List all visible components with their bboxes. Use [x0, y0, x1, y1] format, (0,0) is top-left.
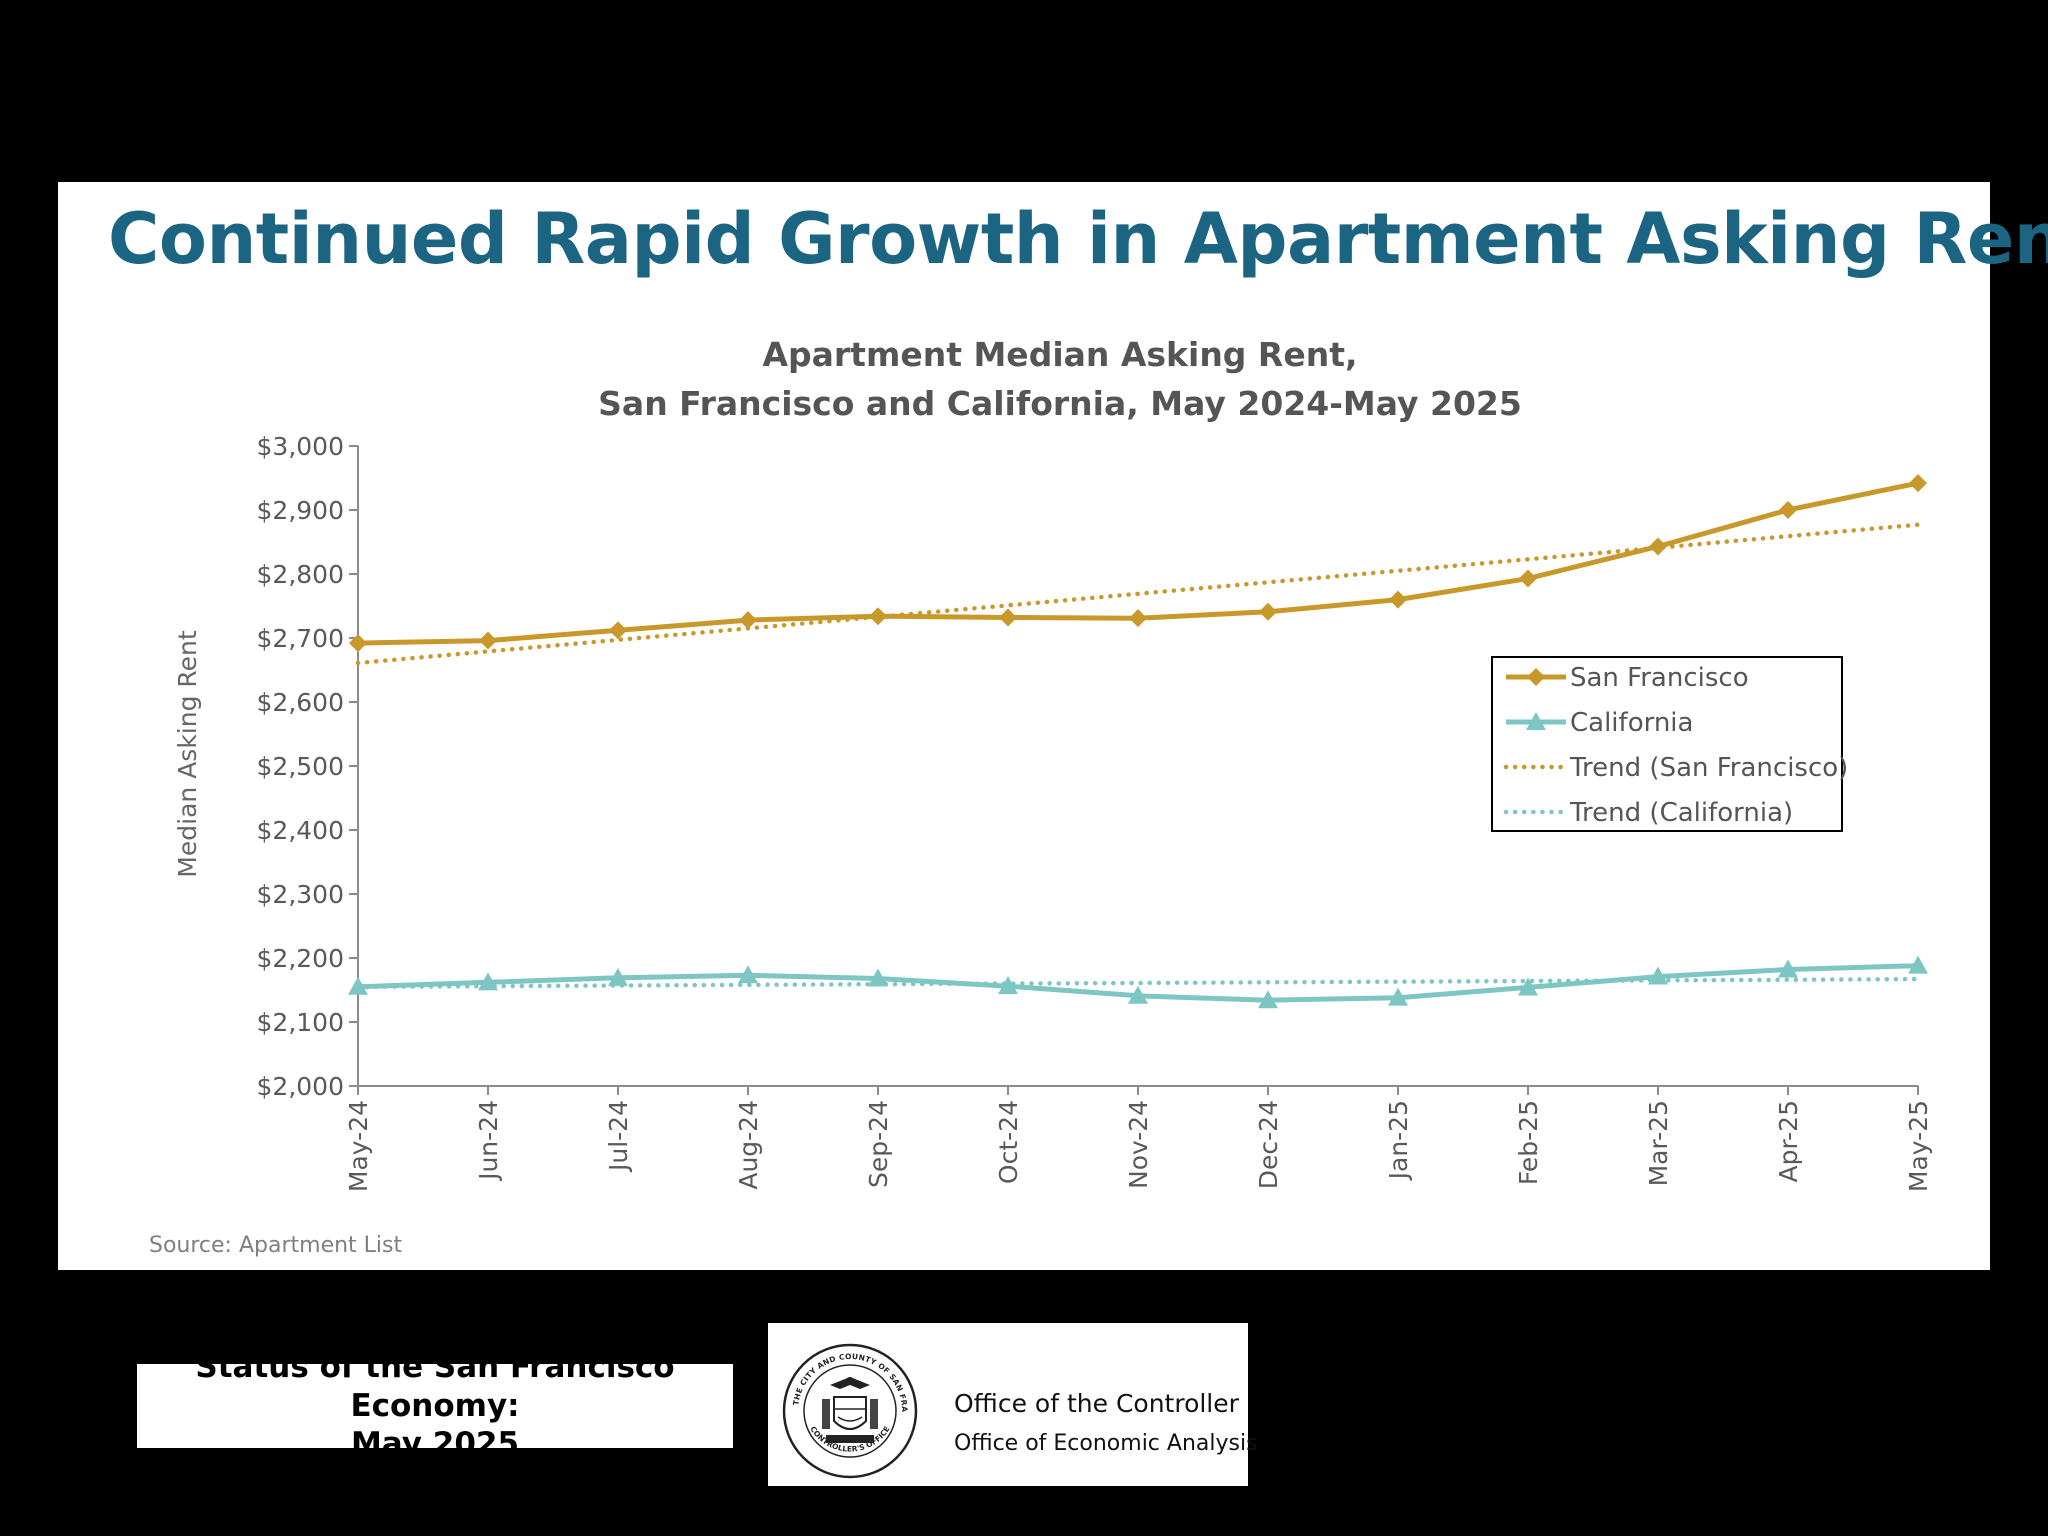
x-tick-label: Oct-24	[994, 1100, 1023, 1184]
trend-line-trend-san-francisco	[355, 522, 1921, 666]
x-tick-label: Dec-24	[1254, 1100, 1283, 1189]
slide-title: Continued Rapid Growth in Apartment Aski…	[108, 198, 2048, 280]
data-point-california	[478, 972, 498, 991]
data-point-san-francisco	[869, 607, 887, 626]
y-axis-label: Median Asking Rent	[173, 630, 202, 878]
x-tick-label: Jun-24	[474, 1100, 503, 1182]
source-note: Source: Apartment List	[149, 1233, 402, 1258]
data-point-san-francisco	[349, 634, 367, 653]
status-line-1: Status of the San Francisco Economy:	[195, 1348, 675, 1424]
y-tick-label: $2,300	[257, 880, 344, 909]
data-point-california	[868, 968, 888, 987]
status-line-2: May 2025	[350, 1426, 520, 1463]
x-tick-label: Apr-25	[1774, 1100, 1803, 1182]
data-point-california	[1388, 987, 1408, 1006]
status-label: Status of the San Francisco Economy: May…	[137, 1349, 733, 1462]
data-point-san-francisco	[1129, 609, 1147, 628]
legend-label: Trend (California)	[1569, 798, 1793, 828]
legend-marker	[1527, 668, 1545, 686]
data-point-california	[608, 967, 628, 986]
data-point-san-francisco	[739, 611, 757, 630]
x-tick-label: Sep-24	[864, 1100, 893, 1188]
data-point-san-francisco	[1909, 474, 1927, 493]
data-point-california	[1648, 966, 1668, 985]
chart-title-line1: Apartment Median Asking Rent,	[762, 335, 1357, 374]
data-point-california	[1258, 990, 1278, 1009]
data-point-san-francisco	[1519, 569, 1537, 588]
data-point-california	[1778, 959, 1798, 978]
x-tick-label: Mar-25	[1644, 1100, 1673, 1186]
y-tick-label: $2,400	[257, 816, 344, 845]
legend-label: California	[1570, 708, 1693, 738]
x-tick-label: May-25	[1904, 1100, 1933, 1192]
chart: Apartment Median Asking Rent, San Franci…	[149, 335, 1933, 1258]
y-tick-label: $2,800	[257, 560, 344, 589]
data-point-san-francisco	[1259, 602, 1277, 621]
data-point-san-francisco	[999, 608, 1017, 627]
x-tick-label: May-24	[344, 1100, 373, 1192]
legend-marker	[1526, 712, 1546, 730]
data-point-california	[738, 965, 758, 984]
data-point-california	[1908, 955, 1928, 974]
y-tick-label: $2,700	[257, 624, 344, 653]
data-point-california	[998, 976, 1018, 995]
legend: San Francisco California Trend (San Franci…	[1491, 656, 1848, 832]
y-tick-label: $3,000	[257, 432, 344, 461]
y-tick-label: $2,600	[257, 688, 344, 717]
chart-title-line2: San Francisco and California, May 2024-M…	[598, 384, 1522, 423]
data-point-san-francisco	[1389, 590, 1407, 609]
y-tick-label: $2,500	[257, 752, 344, 781]
x-tick-label: Nov-24	[1124, 1100, 1153, 1189]
legend-box	[1491, 656, 1843, 832]
city-seal-icon: SEAL OF THE CITY AND COUNTY OF SAN FRANC…	[780, 1341, 918, 1479]
y-tick-label: $2,200	[257, 944, 344, 973]
data-point-california	[1518, 977, 1538, 996]
y-tick-label: $2,000	[257, 1072, 344, 1101]
x-tick-label: Jul-24	[604, 1100, 633, 1173]
office-division: Office of Economic Analysis	[954, 1431, 1258, 1456]
data-point-san-francisco	[1649, 537, 1667, 556]
x-tick-label: Feb-25	[1514, 1100, 1543, 1185]
office-logo-block: SEAL OF THE CITY AND COUNTY OF SAN FRANC…	[768, 1323, 1258, 1486]
legend-label: San Francisco	[1570, 663, 1749, 693]
data-point-california	[1128, 985, 1148, 1004]
chart-panel: Continued Rapid Growth in Apartment Aski…	[58, 182, 2048, 1270]
y-tick-label: $2,100	[257, 1008, 344, 1037]
y-tick-label: $2,900	[257, 496, 344, 525]
data-point-california	[348, 976, 368, 995]
data-point-san-francisco	[1779, 501, 1797, 519]
x-tick-label: Aug-24	[734, 1100, 763, 1190]
data-point-san-francisco	[609, 621, 627, 640]
x-tick-label: Jan-25	[1384, 1100, 1413, 1181]
legend-label: Trend (San Francisco)	[1569, 753, 1848, 783]
office-name: Office of the Controller	[954, 1389, 1239, 1418]
data-point-san-francisco	[479, 631, 497, 650]
